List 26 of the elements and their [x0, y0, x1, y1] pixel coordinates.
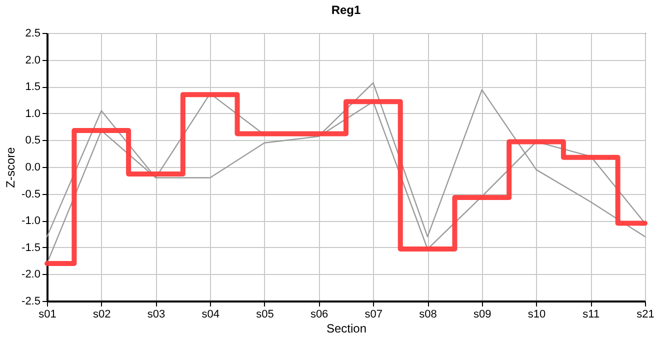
- x-tick-label: s03: [147, 308, 166, 320]
- y-tick-label: -2.0: [22, 268, 40, 281]
- x-tick-label: s07: [364, 308, 383, 320]
- y-tick-label: -2.5: [22, 296, 40, 308]
- y-tick-label: 2.0: [25, 54, 40, 66]
- chart-title: Reg1: [331, 3, 361, 17]
- x-tick-label: s09: [474, 308, 492, 320]
- x-tick-label: s08: [419, 308, 437, 320]
- x-tick-label: s06: [310, 308, 328, 320]
- x-axis-title: Section: [326, 322, 367, 336]
- x-tick-label: s05: [256, 308, 274, 320]
- y-tick-label: 0.0: [25, 162, 40, 174]
- y-tick-label: 1.5: [25, 81, 40, 94]
- x-tick-label: s10: [528, 308, 546, 320]
- x-tick-label: s11: [582, 308, 600, 320]
- x-tick-label: s21: [636, 308, 654, 320]
- y-tick-label: 2.5: [25, 28, 40, 40]
- y-tick-label: -1.5: [22, 242, 40, 254]
- y-tick-label: -0.5: [22, 188, 40, 200]
- x-tick-label: s02: [92, 308, 111, 320]
- x-tick-label: s01: [38, 308, 56, 320]
- y-tick-label: -1.0: [22, 215, 40, 228]
- x-tick-label: s04: [202, 308, 220, 320]
- y-tick-label: 0.5: [25, 134, 40, 147]
- y-axis-title: Z-score: [4, 146, 18, 188]
- y-tick-label: 1.0: [25, 108, 40, 120]
